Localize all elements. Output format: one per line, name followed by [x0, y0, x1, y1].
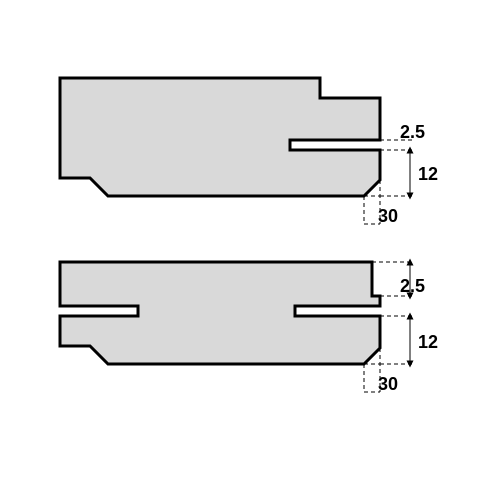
- dim-label-top-0: 2.5: [400, 122, 425, 142]
- diagram-canvas: 2.5 12 30 2.5 12 30: [0, 0, 500, 500]
- profile-bottom: 2.5 12 30: [60, 262, 438, 394]
- dim-label-top-1: 12: [418, 164, 438, 184]
- dim-label-bottom-1: 12: [418, 332, 438, 352]
- profile-bottom-shape: [60, 262, 380, 364]
- profile-top: 2.5 12 30: [60, 78, 438, 226]
- dim-label-bottom-0: 2.5: [400, 276, 425, 296]
- profile-top-shape: [60, 78, 380, 196]
- dim-label-bottom-2: 30: [378, 374, 398, 394]
- dim-label-top-2: 30: [378, 206, 398, 226]
